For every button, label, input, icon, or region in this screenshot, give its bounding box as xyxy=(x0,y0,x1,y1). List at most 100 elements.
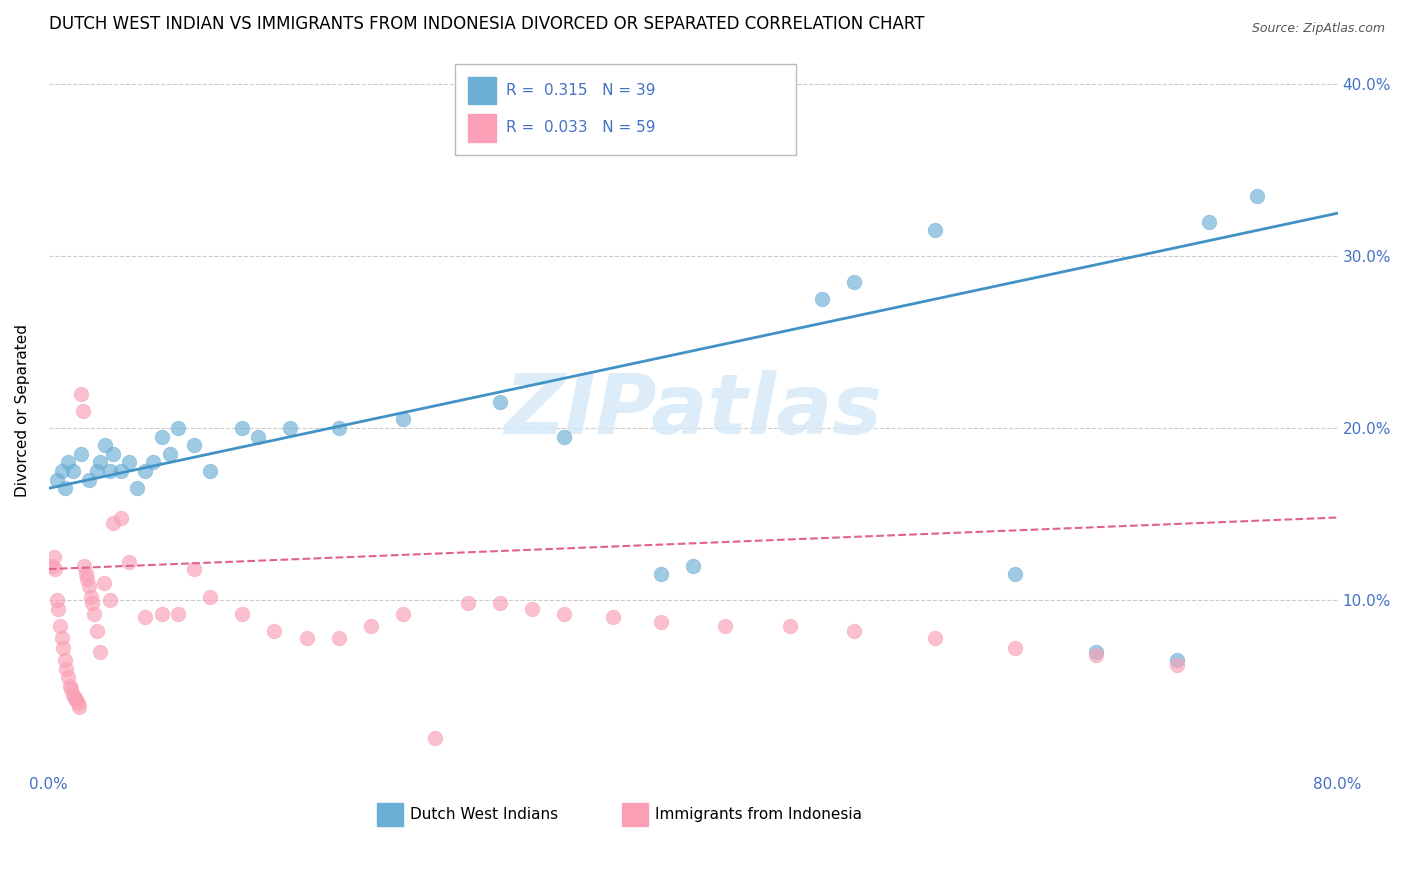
Bar xyxy=(377,803,404,826)
Point xyxy=(183,562,205,576)
Point xyxy=(49,619,72,633)
Point xyxy=(52,641,75,656)
Point xyxy=(118,555,141,569)
Point xyxy=(134,610,156,624)
Point xyxy=(77,579,100,593)
Bar xyxy=(468,77,496,104)
Point xyxy=(94,438,117,452)
Point xyxy=(159,447,181,461)
Point xyxy=(41,558,63,573)
Point xyxy=(62,464,84,478)
Point xyxy=(1166,653,1188,667)
Point xyxy=(811,292,834,306)
Bar xyxy=(623,803,648,826)
Point xyxy=(1198,215,1220,229)
Point xyxy=(103,447,125,461)
Point xyxy=(60,682,83,697)
Point xyxy=(53,653,76,667)
Point xyxy=(924,631,946,645)
Point xyxy=(127,481,149,495)
Point xyxy=(247,430,270,444)
Point xyxy=(198,464,221,478)
Point xyxy=(1084,645,1107,659)
Point xyxy=(98,464,121,478)
Point xyxy=(110,464,132,478)
Point xyxy=(714,619,737,633)
Point xyxy=(682,558,704,573)
Point xyxy=(280,421,302,435)
Point xyxy=(86,464,108,478)
Point xyxy=(553,430,575,444)
Point xyxy=(166,607,188,621)
Point xyxy=(53,481,76,495)
Point xyxy=(62,688,84,702)
Point xyxy=(263,624,285,638)
Point xyxy=(56,670,79,684)
Point xyxy=(42,549,65,564)
Point xyxy=(75,567,97,582)
Point xyxy=(103,516,125,530)
Point xyxy=(79,590,101,604)
Point xyxy=(844,624,866,638)
Point xyxy=(328,421,350,435)
Point xyxy=(328,631,350,645)
Point xyxy=(83,607,105,621)
Point xyxy=(650,615,672,630)
Point xyxy=(134,464,156,478)
Point xyxy=(924,223,946,237)
Y-axis label: Divorced or Separated: Divorced or Separated xyxy=(15,325,30,498)
Point xyxy=(65,692,87,706)
Point xyxy=(44,562,66,576)
Point xyxy=(59,679,82,693)
Point xyxy=(51,464,73,478)
Point xyxy=(425,731,447,745)
Point xyxy=(360,619,382,633)
Point xyxy=(150,607,173,621)
Point xyxy=(779,619,801,633)
Bar xyxy=(468,114,496,142)
Point xyxy=(231,421,253,435)
Point xyxy=(73,558,96,573)
Text: Source: ZipAtlas.com: Source: ZipAtlas.com xyxy=(1251,22,1385,36)
Point xyxy=(63,691,86,706)
Point xyxy=(89,455,111,469)
Point xyxy=(1246,189,1268,203)
Point xyxy=(82,597,104,611)
Text: ZIPatlas: ZIPatlas xyxy=(505,370,882,451)
Point xyxy=(1166,658,1188,673)
Point xyxy=(489,597,512,611)
Point xyxy=(48,601,70,615)
Point xyxy=(110,510,132,524)
Point xyxy=(89,645,111,659)
Point xyxy=(1004,567,1026,582)
Point xyxy=(602,610,624,624)
Point xyxy=(489,395,512,409)
Point xyxy=(66,696,89,710)
Point xyxy=(77,473,100,487)
Point xyxy=(553,607,575,621)
Text: DUTCH WEST INDIAN VS IMMIGRANTS FROM INDONESIA DIVORCED OR SEPARATED CORRELATION: DUTCH WEST INDIAN VS IMMIGRANTS FROM IND… xyxy=(49,15,924,33)
Point xyxy=(72,404,94,418)
Point xyxy=(457,597,479,611)
Point xyxy=(150,430,173,444)
Bar xyxy=(454,64,796,154)
Point xyxy=(56,455,79,469)
Point xyxy=(98,593,121,607)
Point xyxy=(45,593,67,607)
Point xyxy=(76,573,98,587)
Point xyxy=(166,421,188,435)
Text: R =  0.315   N = 39: R = 0.315 N = 39 xyxy=(506,83,655,98)
Point xyxy=(392,412,415,426)
Point xyxy=(844,275,866,289)
Point xyxy=(86,624,108,638)
Point xyxy=(142,455,165,469)
Point xyxy=(231,607,253,621)
Point xyxy=(295,631,318,645)
Point xyxy=(70,447,93,461)
Point xyxy=(392,607,415,621)
Point xyxy=(45,473,67,487)
Point xyxy=(198,590,221,604)
Point xyxy=(183,438,205,452)
Text: Dutch West Indians: Dutch West Indians xyxy=(409,807,558,822)
Point xyxy=(650,567,672,582)
